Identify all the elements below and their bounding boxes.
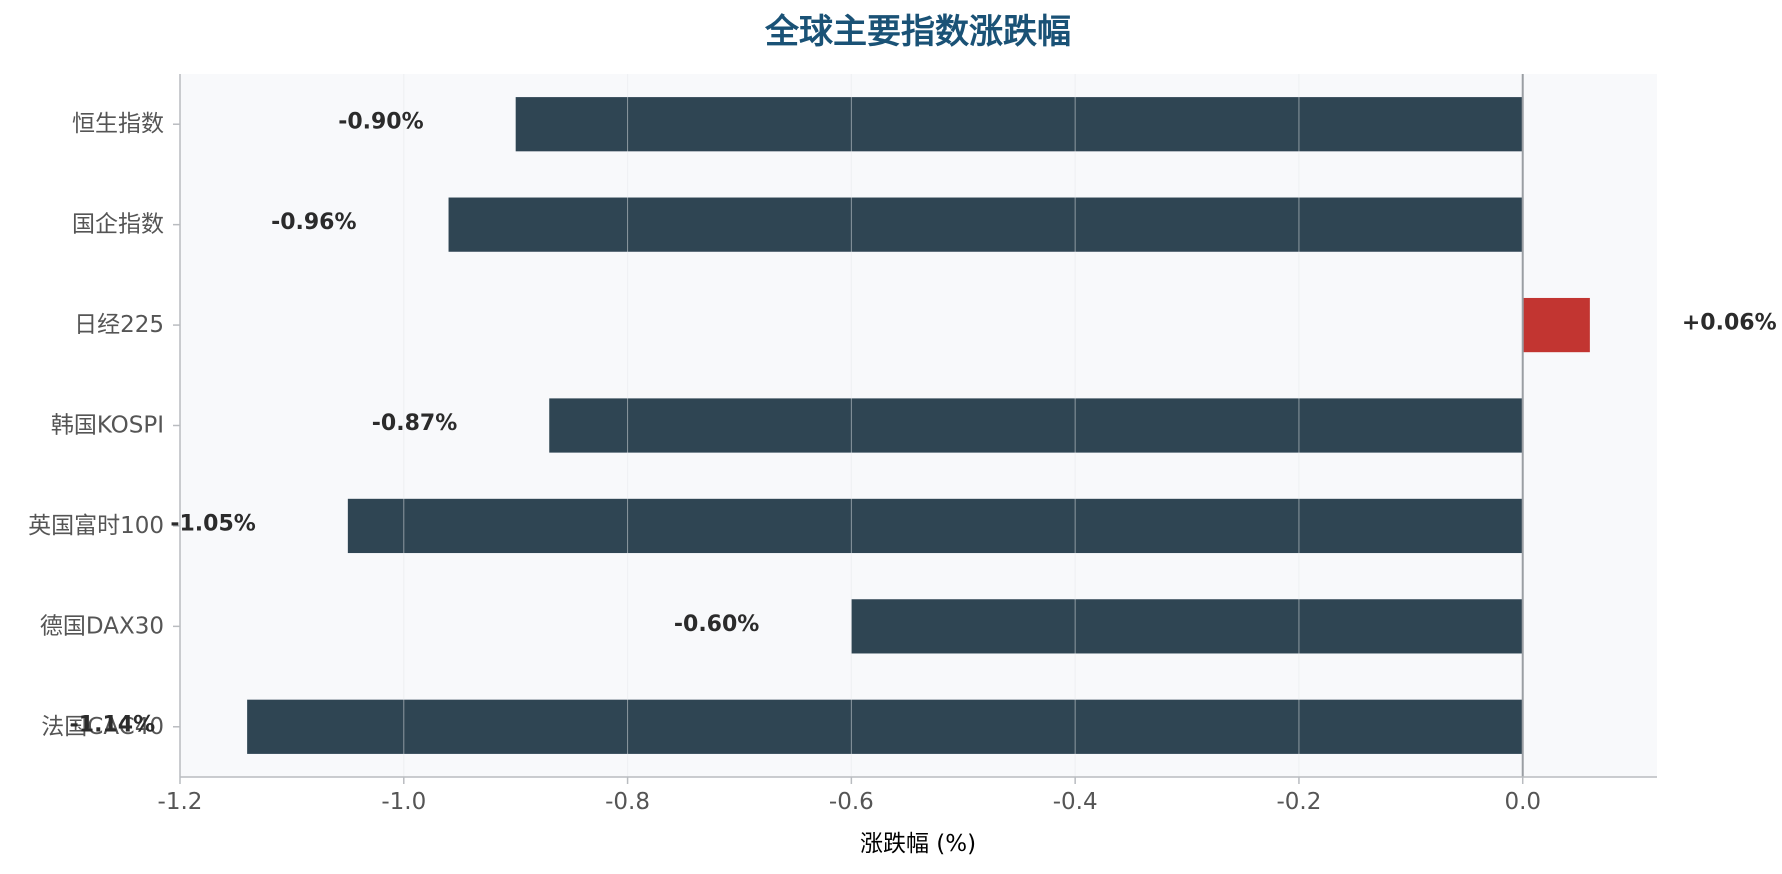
bar-value-label: +0.06% (1682, 311, 1777, 336)
y-tick-label: 德国DAX30 (40, 613, 164, 639)
y-tick-label: 国企指数 (72, 212, 164, 238)
y-tick-label: 法国CAC40 (41, 714, 164, 740)
bar (851, 599, 1523, 654)
bar (247, 699, 1523, 754)
x-axis-ticks: -1.2 -1.0 -0.8 -0.6 -0.4 -0.2 0.0 (158, 777, 1541, 815)
x-tick-label: -1.2 (158, 789, 203, 815)
x-tick-label: -0.8 (605, 789, 650, 815)
value-labels: -0.90% -0.96% +0.06% -0.87% -1.05% -0.60% -1.1… (70, 110, 1777, 738)
x-tick-label: 0.0 (1504, 789, 1541, 815)
x-tick-label: -1.0 (381, 789, 426, 815)
chart-title: 全球主要指数涨跌幅 (764, 12, 1071, 52)
x-tick-label: -0.6 (829, 789, 874, 815)
bar-value-label: -0.96% (271, 210, 356, 235)
x-axis-title: 涨跌幅 (%) (860, 831, 976, 857)
x-tick-label: -0.4 (1053, 789, 1098, 815)
y-tick-label: 恒生指数 (72, 111, 164, 137)
y-tick-label: 韩国KOSPI (51, 413, 164, 439)
bar-value-label: -1.05% (170, 511, 255, 536)
bar-value-label: -0.60% (674, 612, 759, 637)
bar (448, 197, 1523, 252)
y-tick-label: 日经225 (74, 312, 164, 338)
bar (549, 398, 1523, 453)
bar (1522, 297, 1590, 353)
bars (179, 74, 1590, 777)
bar (515, 97, 1523, 152)
x-tick-label: -0.2 (1276, 789, 1321, 815)
y-tick-label: 英国富时100 (28, 513, 164, 539)
bar-value-label: -0.90% (338, 110, 423, 135)
bar-value-label: -0.87% (372, 411, 457, 436)
bar (347, 498, 1523, 554)
bar-value-label: -1.14% (70, 712, 155, 737)
